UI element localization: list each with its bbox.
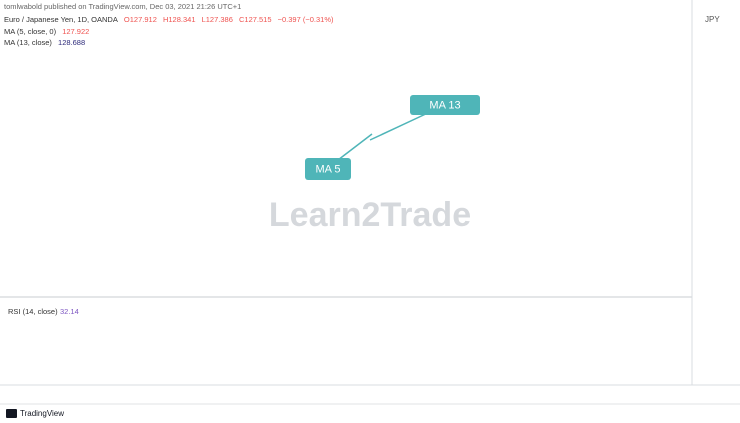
watermark: Learn2Trade [269, 196, 471, 234]
footer-text: TradingView [20, 409, 64, 418]
ohlc-high: H128.341 [162, 15, 196, 24]
ohlc-low: L127.386 [201, 15, 233, 24]
callout-text: MA 5 [315, 163, 340, 175]
ma5-legend: MA (5, close, 0) 127.922 [4, 27, 93, 36]
legend-value: 128.688 [58, 38, 86, 47]
rsi-legend-value: 32.14 [60, 307, 79, 316]
footer-logo [6, 409, 17, 418]
callout-pointer [337, 133, 373, 161]
callout-ma13: MA 13 [369, 95, 480, 141]
symbol-line: Euro / Japanese Yen, 1D, OANDA O127.912 … [4, 15, 337, 24]
ma13-legend: MA (13, close) 128.688 [4, 38, 89, 47]
callout-box [305, 158, 351, 180]
symbol: Euro / Japanese Yen, 1D, OANDA [4, 15, 118, 24]
publisher: tomlwabold published on TradingView.com,… [4, 2, 242, 11]
legend-name: MA (5, close, 0) [4, 27, 57, 36]
legend-value: 127.922 [62, 27, 90, 36]
currency-label: JPY [705, 15, 720, 24]
callout-ma5: MA 5 [305, 133, 373, 180]
legend-name: MA (13, close) [4, 38, 52, 47]
ohlc-change: −0.397 (−0.31%) [277, 15, 334, 24]
ohlc-open: O127.912 [123, 15, 157, 24]
callout-text: MA 13 [429, 99, 460, 111]
ohlc-close: C127.515 [238, 15, 272, 24]
rsi-legend-name: RSI (14, close) [8, 307, 58, 316]
publisher-line: tomlwabold published on TradingView.com,… [4, 2, 245, 11]
callout-pointer [369, 111, 431, 141]
callout-box [410, 95, 480, 115]
